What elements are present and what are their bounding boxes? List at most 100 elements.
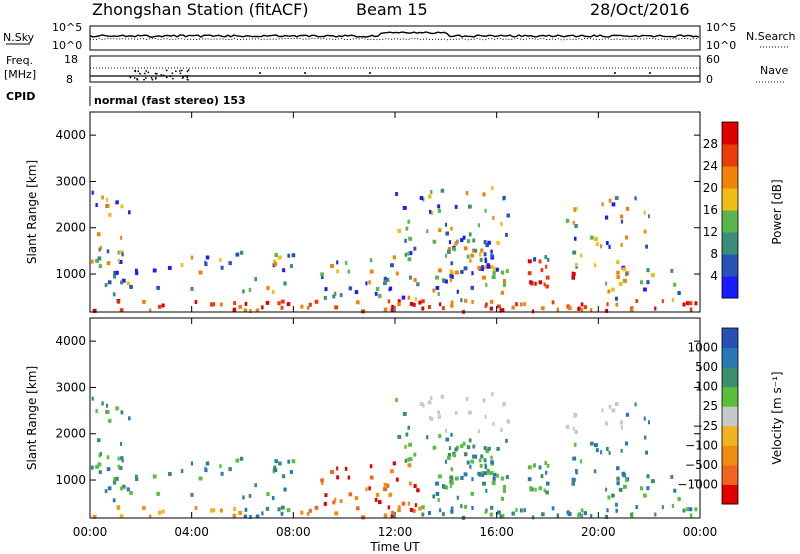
velocity-echo-cell [445, 459, 448, 464]
power-echo-cell [283, 281, 287, 286]
velocity-echo-cell [314, 505, 319, 510]
velocity-echo-cell [437, 414, 441, 419]
velocity-colorbar-label: Velocity [m s⁻¹] [770, 371, 784, 464]
velocity-echo-cell [438, 434, 442, 439]
power-echo-cell [615, 302, 618, 307]
power-echo-cell [190, 286, 194, 291]
power-echo-cell [463, 246, 468, 251]
power-echo-cell [490, 254, 494, 259]
velocity-echo-cell [625, 412, 630, 417]
velocity-echo-cell [117, 456, 120, 461]
xtick-label: 04:00 [174, 525, 209, 539]
power-echo-cell [631, 307, 634, 312]
power-echo-cell [625, 235, 628, 240]
power-echo-cell [438, 228, 442, 233]
velocity-echo-cell [502, 488, 507, 493]
velocity-echo-cell [470, 491, 474, 496]
power-echo-cell [306, 305, 310, 310]
velocity-echo-cell [437, 410, 441, 415]
velocity-echo-cell [324, 493, 328, 498]
power-echo-cell [447, 246, 452, 251]
power-echo-cell [448, 240, 452, 245]
velocity-echo-cell [618, 487, 623, 492]
power-echo-cell [427, 194, 432, 199]
power-colorbar-swatch [722, 210, 738, 233]
power-echo-cell [572, 220, 575, 225]
power-echo-cell [478, 252, 482, 257]
velocity-echo-cell [449, 484, 452, 489]
velocity-echo-cell [565, 424, 570, 429]
power-echo-cell [463, 266, 468, 271]
power-echo-cell [643, 229, 647, 234]
power-echo-cell [685, 301, 690, 306]
power-echo-cell [274, 253, 278, 258]
power-echo-cell [572, 250, 577, 255]
power-colorbar-label: Power [dB] [770, 179, 784, 244]
velocity-echo-cell [156, 491, 160, 496]
power-echo-cell [490, 249, 493, 254]
velocity-ytick-label: 3000 [55, 380, 86, 394]
power-echo-cell [320, 272, 324, 277]
power-echo-cell [330, 264, 334, 269]
power-ytick-label: 3000 [55, 174, 86, 188]
velocity-echo-cell [491, 392, 494, 397]
velocity-echo-cell [573, 442, 577, 447]
power-echo-cell [472, 238, 476, 243]
power-echo-cell [392, 255, 396, 260]
velocity-echo-cell [232, 513, 237, 518]
velocity-echo-cell [545, 470, 548, 475]
power-echo-cell [92, 308, 97, 313]
power-echo-cell [395, 271, 399, 276]
power-colorbar-swatch [722, 254, 738, 277]
velocity-echo-cell [134, 474, 138, 479]
velocity-echo-cell [673, 488, 677, 493]
velocity-echo-cell [142, 505, 146, 510]
power-echo-cell [409, 301, 413, 306]
velocity-echo-cell [128, 416, 131, 421]
velocity-echo-cell [167, 471, 172, 476]
velocity-echo-cell [608, 450, 611, 455]
velocity-echo-cell [466, 445, 471, 450]
velocity-echo-cell [320, 478, 324, 483]
velocity-echo-cell [430, 416, 434, 421]
power-echo-cell [347, 269, 351, 274]
power-echo-cell [95, 203, 98, 208]
power-echo-cell [465, 191, 469, 196]
power-echo-cell [383, 307, 388, 312]
power-echo-cell [611, 287, 615, 292]
power-echo-cell [254, 277, 258, 282]
power-echo-cell [483, 265, 487, 270]
velocity-echo-cell [413, 484, 417, 489]
power-echo-cell [161, 303, 165, 308]
power-colorbar-tick: 20 [703, 181, 718, 195]
cpid-value: normal (fast stereo) 153 [94, 94, 246, 107]
power-echo-cell [464, 298, 468, 303]
velocity-echo-cell [277, 461, 282, 466]
power-echo-cell [593, 263, 597, 268]
power-echo-cell [491, 186, 494, 191]
velocity-echo-cell [645, 450, 649, 455]
power-echo-cell [344, 260, 348, 265]
power-echo-cell [654, 306, 657, 311]
velocity-echo-cell [344, 466, 348, 471]
power-echo-cell [523, 302, 527, 307]
power-echo-cell [441, 306, 445, 311]
power-echo-cell [255, 308, 260, 313]
power-echo-cell [397, 228, 402, 233]
power-echo-cell [408, 251, 413, 256]
velocity-echo-cell [104, 489, 108, 494]
velocity-echo-cell [228, 467, 232, 472]
power-echo-cell [544, 255, 548, 260]
nave-point [614, 72, 616, 74]
velocity-colorbar-tick: 1000 [687, 341, 718, 355]
velocity-echo-cell [506, 419, 510, 424]
power-echo-cell [190, 255, 194, 260]
velocity-echo-cell [600, 450, 603, 455]
freq-tick-low: 8 [66, 73, 73, 86]
velocity-echo-cell [392, 461, 396, 466]
velocity-echo-cell [685, 507, 690, 512]
velocity-echo-cell [429, 415, 432, 420]
power-echo-cell [500, 290, 505, 295]
velocity-echo-cell [694, 507, 698, 512]
velocity-echo-cell [485, 449, 489, 454]
